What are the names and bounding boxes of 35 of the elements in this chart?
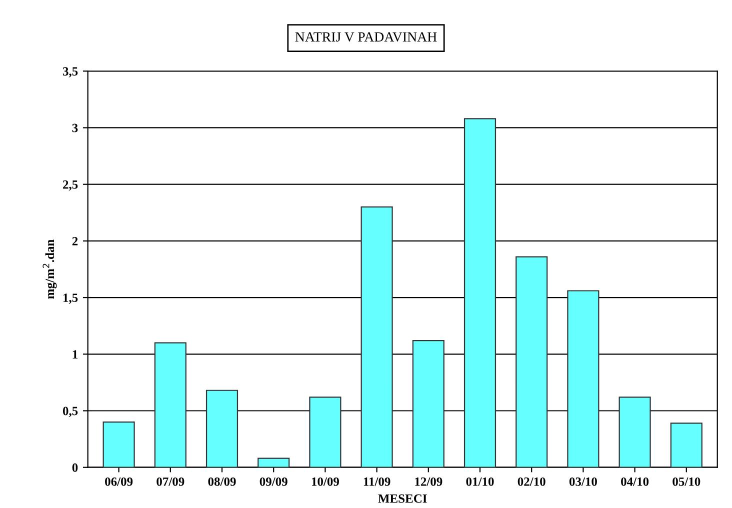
y-tick-label: 1 — [72, 350, 78, 358]
bar — [516, 256, 548, 468]
bar — [102, 422, 135, 468]
bar — [618, 396, 651, 468]
y-tick-label: 3 — [72, 124, 78, 132]
y-tick-label: 2 — [72, 236, 78, 246]
x-tick-label: 10/09 — [312, 477, 339, 486]
x-tick-label: 09/09 — [260, 477, 288, 486]
x-tick-label: 04/10 — [621, 477, 649, 486]
x-tick-label: 07/09 — [156, 477, 184, 486]
x-tick-label: 06/09 — [105, 477, 133, 486]
bar — [464, 118, 496, 468]
y-tick-label: 0,5 — [62, 406, 78, 418]
x-axis-title: MESECI — [378, 494, 427, 503]
x-tick-label: 05/10 — [672, 477, 700, 486]
y-tick-label: 3,5 — [62, 67, 78, 78]
y-tick-label: 0 — [72, 463, 78, 472]
chart-title: NATRIJ V PADAVINAH — [295, 32, 437, 42]
x-tick-label: 02/10 — [518, 477, 546, 486]
bar — [309, 396, 342, 468]
bar — [154, 342, 186, 468]
bar — [360, 206, 393, 468]
bar — [412, 340, 444, 468]
x-tick-label: 11/09 — [364, 477, 390, 486]
x-tick-label: 08/09 — [208, 477, 236, 486]
x-tick-label: 01/10 — [466, 477, 494, 486]
bar — [567, 290, 600, 468]
y-axis-title: mg/m$^{2}$.dan — [42, 240, 57, 299]
bar — [670, 422, 702, 468]
y-tick-label: 1,5 — [63, 294, 78, 304]
bar — [206, 390, 238, 468]
x-tick-label: 12/09 — [415, 477, 442, 486]
bar — [258, 458, 290, 468]
x-tick-label: 03/10 — [569, 477, 597, 486]
y-tick-label: 2,5 — [63, 180, 78, 191]
